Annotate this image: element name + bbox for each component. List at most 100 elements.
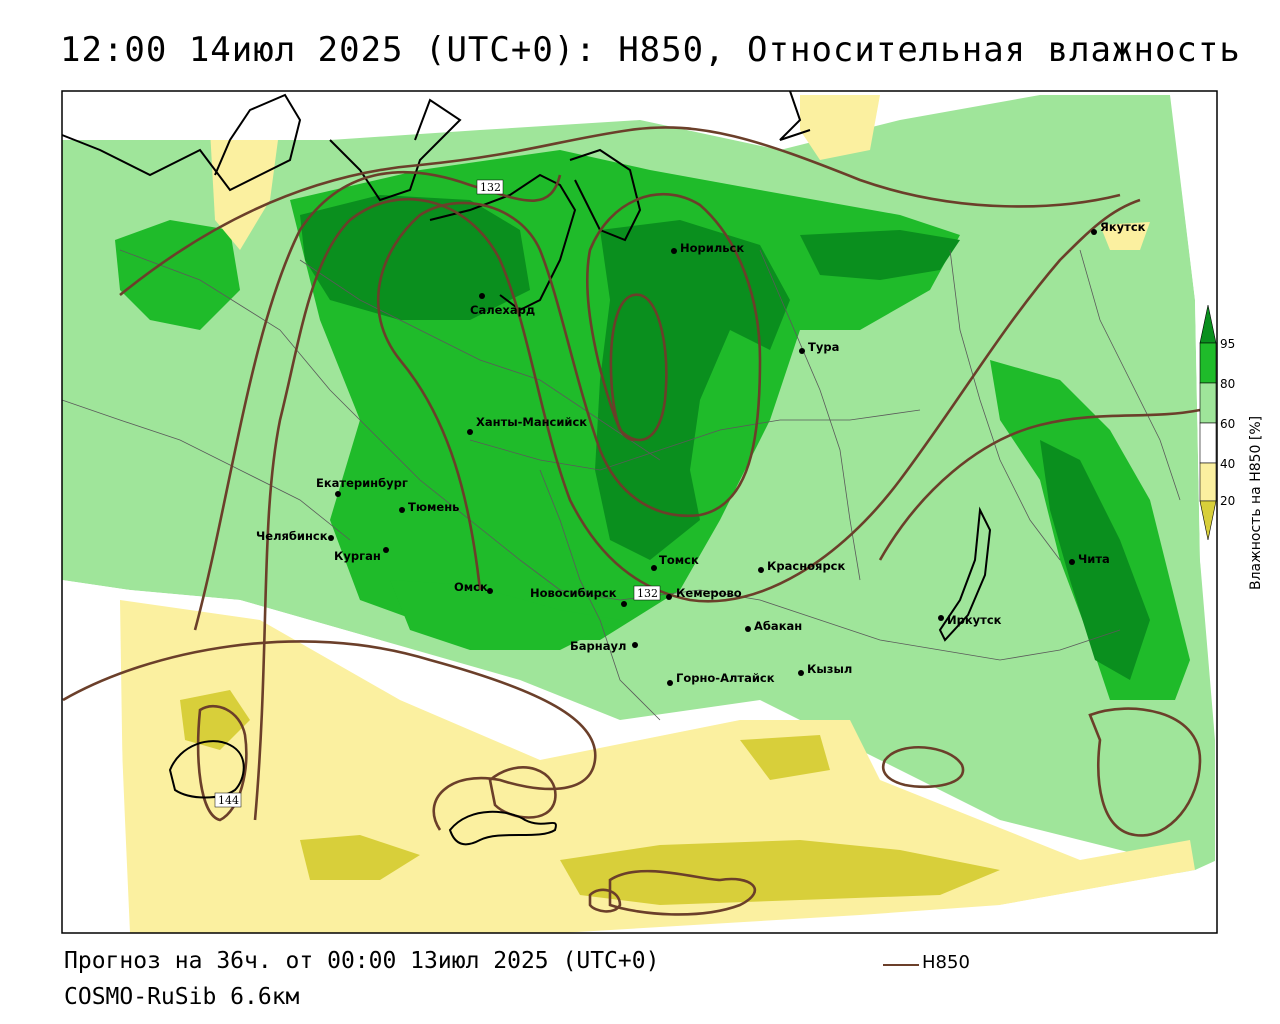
city-dot [467, 429, 473, 435]
coastline-path [779, 90, 811, 141]
border-line [299, 259, 661, 461]
h850-contour [881, 746, 965, 789]
humidity-zone-dark-green-east [1040, 440, 1150, 680]
city-label: Иркутск [947, 613, 1002, 627]
humidity-zone-yellow-4 [740, 735, 830, 780]
humidity-zone-yellow-2 [560, 840, 1000, 905]
colorbar-segment-40 [1199, 462, 1217, 502]
h850-contour [193, 170, 562, 631]
coastline-path [329, 98, 462, 202]
city-label: Красноярск [767, 559, 845, 573]
city-label: Кемерово [676, 586, 742, 600]
city-dot [632, 642, 638, 648]
city-dot [383, 547, 389, 553]
city-dot [651, 565, 657, 571]
contour-label: 132 [633, 585, 661, 601]
baikal-lake [938, 506, 992, 642]
colorbar-tick: 60 [1220, 417, 1235, 431]
city-label: Кызыл [807, 662, 852, 676]
humidity-field [62, 95, 1215, 933]
border-line [119, 249, 561, 591]
contour-label-text: 132 [637, 587, 658, 600]
city-marker: Кызыл [798, 662, 852, 676]
outside-domain-sw [62, 580, 125, 933]
city-dot [666, 594, 672, 600]
city-marker: Новосибирск [530, 586, 627, 607]
border-line [469, 409, 921, 471]
city-label: Екатеринбург [316, 476, 408, 490]
coastline-path [61, 93, 302, 192]
city-dot [328, 535, 334, 541]
model-name: COSMO-RuSib 6.6км [64, 984, 300, 1010]
city-dot [487, 588, 493, 594]
humidity-zone-green-south [390, 580, 620, 650]
city-dot [667, 680, 673, 686]
contour-label: 144 [214, 792, 242, 808]
colorbar-tick: 95 [1220, 337, 1235, 351]
humidity-zone-pale-yellow-yakutsk [1100, 222, 1150, 250]
city-marker: Норильск [671, 241, 744, 255]
city-dot [799, 348, 805, 354]
forecast-info: Прогноз на 36ч. от 00:00 13июл 2025 (UTC… [64, 948, 660, 974]
city-marker: Горно-Алтайск [667, 671, 775, 686]
city-label: Барнаул [570, 639, 626, 653]
city-dot [621, 601, 627, 607]
city-label: Челябинск [256, 529, 328, 543]
city-marker: Барнаул [570, 639, 638, 653]
contour-label-box [214, 792, 242, 808]
map-frame [61, 90, 1218, 934]
colorbar-tick: 80 [1220, 377, 1235, 391]
city-marker: Абакан [745, 619, 802, 633]
city-dot [798, 670, 804, 676]
humidity-zone-dark-green-north [300, 195, 530, 320]
city-label: Якутск [1100, 220, 1146, 234]
contour-label: 132 [476, 179, 504, 195]
outside-domain-nw [62, 91, 330, 140]
city-dot [1091, 229, 1097, 235]
humidity-zone-yellow-1 [300, 835, 420, 880]
city-dot [938, 615, 944, 621]
city-dot [399, 507, 405, 513]
city-label: Новосибирск [530, 586, 617, 600]
city-label: Норильск [680, 241, 744, 255]
border-line [539, 469, 661, 721]
city-marker: Салехард [470, 293, 535, 317]
city-marker: Томск [651, 553, 699, 571]
coastline [61, 90, 811, 312]
city-dot [1069, 559, 1075, 565]
city-marker: Омск [454, 580, 493, 594]
h850-contour [62, 640, 597, 831]
border-line [1079, 249, 1181, 501]
h850-contour-144 [168, 740, 557, 846]
city-dot [335, 491, 341, 497]
colorbar: 95 80 60 40 20 Влажность на H850 [%] [1199, 304, 1264, 590]
humidity-zone-green-west [115, 220, 240, 330]
outside-domain-se [1000, 860, 1217, 933]
outside-domain-ne [1170, 91, 1217, 700]
city-dot [479, 293, 485, 299]
border-line [949, 249, 1061, 561]
h850-legend-label: H850 [922, 952, 970, 973]
h850-contour [253, 197, 1141, 821]
colorbar-tick: 20 [1220, 494, 1235, 508]
city-label: Чита [1078, 552, 1110, 566]
h850-contour-144-path [168, 740, 245, 799]
border-line [61, 399, 351, 541]
colorbar-title: Влажность на H850 [%] [1248, 416, 1264, 590]
city-marker: Иркутск [938, 613, 1002, 627]
city-label: Тюмень [408, 500, 459, 514]
city-label: Ханты-Мансийск [476, 415, 587, 429]
city-marker: Кемерово [666, 586, 742, 600]
h850-contour [376, 192, 762, 591]
city-marker: Екатеринбург [316, 476, 408, 497]
city-marker: Тюмень [399, 500, 459, 514]
colorbar-segment-80 [1199, 382, 1217, 424]
city-marker: Красноярск [758, 559, 845, 573]
h850-contour [119, 126, 1121, 297]
border-line [759, 249, 861, 581]
colorbar-tick: 40 [1220, 457, 1235, 471]
cities: Якутск Норильск Салехард Тура Ханты-Манс… [256, 220, 1146, 686]
h850-contour-144-path [448, 810, 557, 846]
coastline-path [429, 173, 577, 312]
city-label: Салехард [470, 303, 535, 317]
